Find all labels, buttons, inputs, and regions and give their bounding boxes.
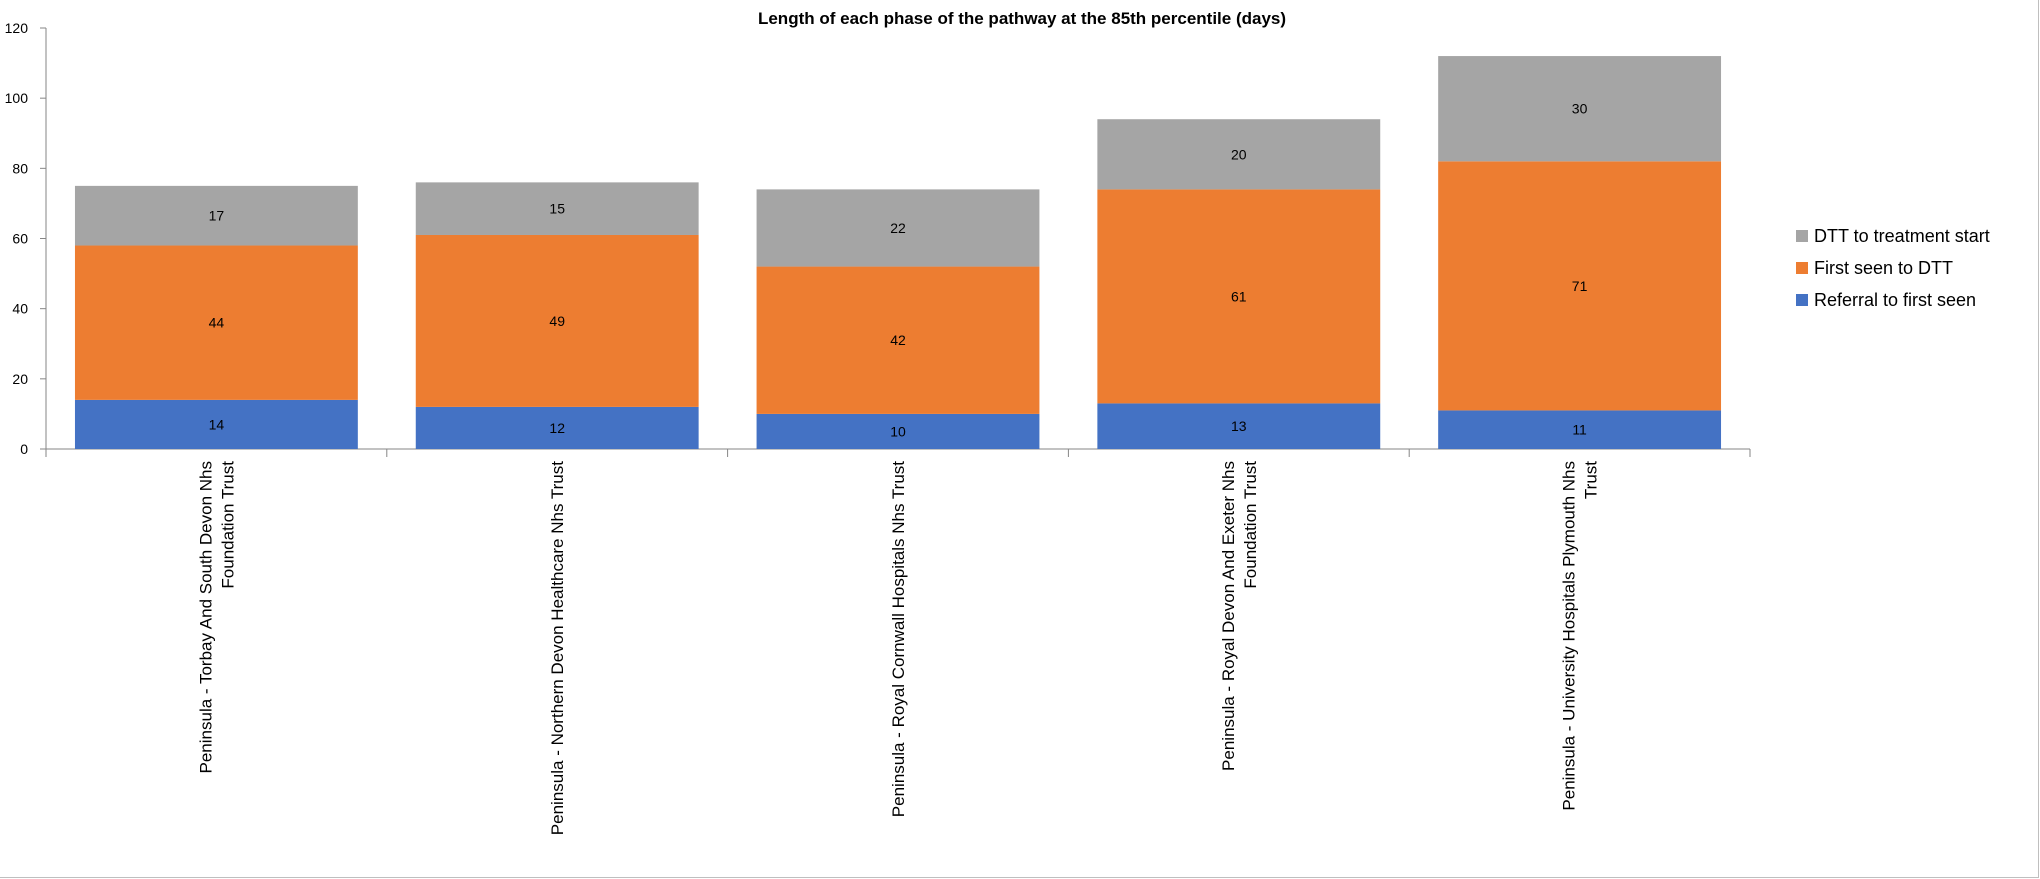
y-tick-label: 80 bbox=[12, 160, 28, 176]
bar-segment bbox=[415, 234, 699, 407]
data-label: 14 bbox=[209, 416, 225, 432]
data-label: 15 bbox=[549, 201, 565, 217]
category-label-line: Foundation Trust bbox=[1241, 461, 1260, 589]
category-label-line: Peninsula - Northern Devon Healthcare Nh… bbox=[548, 461, 567, 835]
category-label: Peninsula - Royal Devon And Exeter Nhs Fo… bbox=[1219, 461, 1260, 771]
bar-segment bbox=[756, 189, 1040, 267]
legend-label: First seen to DTT bbox=[1814, 258, 1953, 278]
category-label-line: Foundation Trust bbox=[218, 461, 237, 589]
data-label: 49 bbox=[549, 313, 565, 329]
legend-label: Referral to first seen bbox=[1814, 290, 1976, 310]
y-tick-label: 100 bbox=[5, 90, 29, 106]
bar-segment bbox=[74, 399, 358, 449]
bar-segment bbox=[1438, 410, 1722, 449]
legend-swatch bbox=[1796, 294, 1808, 306]
data-label: 61 bbox=[1231, 288, 1247, 304]
data-label: 10 bbox=[890, 423, 906, 439]
data-label: 12 bbox=[549, 420, 565, 436]
category-label-line: Trust bbox=[1582, 461, 1601, 499]
data-label: 22 bbox=[890, 220, 906, 236]
category-label: Peninsula - Northern Devon Healthcare Nh… bbox=[548, 461, 567, 835]
data-label: 44 bbox=[209, 315, 225, 331]
bar-segment bbox=[415, 182, 699, 235]
data-label: 17 bbox=[209, 208, 225, 224]
bar-segment bbox=[756, 266, 1040, 414]
bar-segment bbox=[74, 185, 358, 246]
bar-segment bbox=[1097, 119, 1381, 190]
category-label: Peninsula - Torbay And South Devon Nhs Fo… bbox=[196, 461, 237, 774]
category-label-line: Peninsula - Torbay And South Devon Nhs bbox=[196, 461, 215, 773]
data-label: 71 bbox=[1572, 278, 1588, 294]
data-label: 42 bbox=[890, 332, 906, 348]
data-label: 30 bbox=[1572, 101, 1588, 117]
bar-segment bbox=[756, 413, 1040, 449]
category-label: Peninsula - Royal Cornwall Hospitals Nhs… bbox=[889, 461, 908, 817]
data-label: 11 bbox=[1572, 422, 1587, 438]
bars: 14 44 17 12 49 15 10 42 22 13 61 20 11 71 30 bbox=[74, 56, 1722, 449]
data-label: 13 bbox=[1231, 418, 1247, 434]
legend-label: DTT to treatment start bbox=[1814, 226, 1990, 246]
y-tick-label: 120 bbox=[5, 20, 29, 36]
category-labels: Peninsula - Torbay And South Devon Nhs Fo… bbox=[196, 461, 1600, 835]
category-label-line: Peninsula - Royal Cornwall Hospitals Nhs… bbox=[889, 461, 908, 817]
bar-segment bbox=[1097, 403, 1381, 449]
legend: DTT to treatment start First seen to DTT R… bbox=[1796, 226, 1990, 310]
bar-segment bbox=[1438, 56, 1722, 162]
legend-swatch bbox=[1796, 230, 1808, 242]
bar-segment bbox=[415, 406, 699, 449]
y-tick-label: 0 bbox=[20, 441, 28, 457]
bar-segment bbox=[74, 245, 358, 400]
y-tick-label: 40 bbox=[12, 301, 28, 317]
y-tick-label: 20 bbox=[12, 371, 28, 387]
legend-swatch bbox=[1796, 262, 1808, 274]
data-label: 20 bbox=[1231, 146, 1247, 162]
y-tick-label: 60 bbox=[12, 231, 28, 247]
bar-segment bbox=[1097, 189, 1381, 404]
category-label: Peninsula - University Hospitals Plymout… bbox=[1560, 461, 1601, 811]
chart-title: Length of each phase of the pathway at t… bbox=[758, 9, 1286, 28]
category-label-line: Peninsula - Royal Devon And Exeter Nhs bbox=[1219, 461, 1238, 771]
bar-segment bbox=[1438, 161, 1722, 411]
category-label-line: Peninsula - University Hospitals Plymout… bbox=[1560, 461, 1579, 811]
